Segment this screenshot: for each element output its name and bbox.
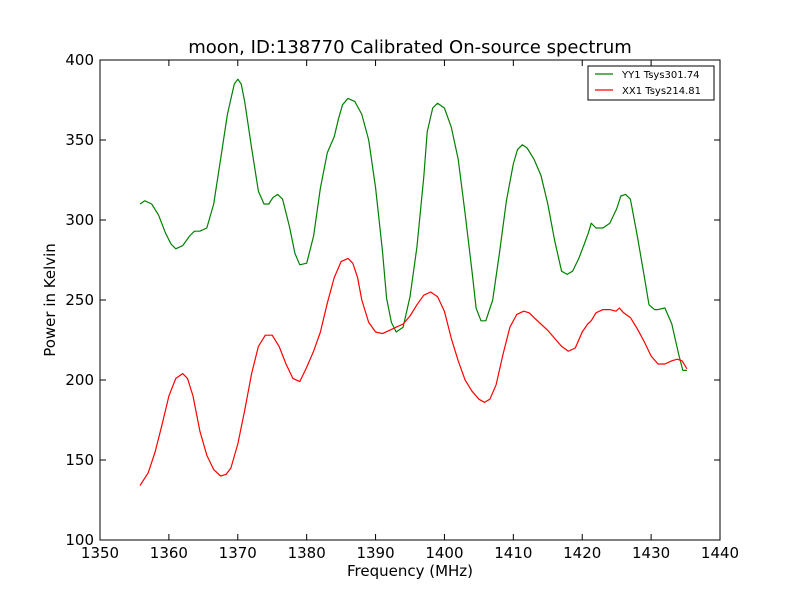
- y-tick-label: 300: [65, 211, 94, 229]
- x-tick-label: 1390: [356, 544, 394, 562]
- x-tick-label: 1360: [150, 544, 188, 562]
- series-line-1: [139, 257, 688, 486]
- x-tick-label: 1410: [494, 544, 532, 562]
- y-tick-label: 100: [65, 531, 94, 549]
- legend-frame: [587, 65, 715, 101]
- y-tick-label: 400: [65, 51, 94, 69]
- x-tick-label: 1380: [288, 544, 326, 562]
- x-tick-label: 1420: [563, 544, 601, 562]
- x-tick-label: 1440: [701, 544, 739, 562]
- y-tick-label: 350: [65, 131, 94, 149]
- x-tick-label: 1400: [425, 544, 463, 562]
- plot-frame: [99, 59, 721, 541]
- legend-label-1: XX1 Tsys214.81: [622, 86, 701, 97]
- x-axis-title: Frequency (MHz): [347, 562, 473, 580]
- y-tick-label: 150: [65, 451, 94, 469]
- x-tick-label: 1430: [632, 544, 670, 562]
- y-tick-label: 200: [65, 371, 94, 389]
- chart-title: moon, ID:138770 Calibrated On-source spe…: [188, 37, 632, 58]
- y-axis-title: Power in Kelvin: [41, 243, 59, 357]
- x-tick-label: 1350: [81, 544, 119, 562]
- legend: YY1 Tsys301.74 XX1 Tsys214.81: [587, 65, 715, 101]
- legend-label-0: YY1 Tsys301.74: [621, 70, 700, 81]
- series-line-0: [139, 78, 687, 371]
- plot-area: 1350 1360 1370 1380 1390 1400 1410 1420 1430 1440…: [65, 51, 739, 562]
- tick-layer: 1350 1360 1370 1380 1390 1400 1410 1420 1430 1440…: [65, 51, 739, 562]
- x-tick-label: 1370: [219, 544, 257, 562]
- series-layer: [139, 78, 688, 486]
- y-tick-label: 250: [65, 291, 94, 309]
